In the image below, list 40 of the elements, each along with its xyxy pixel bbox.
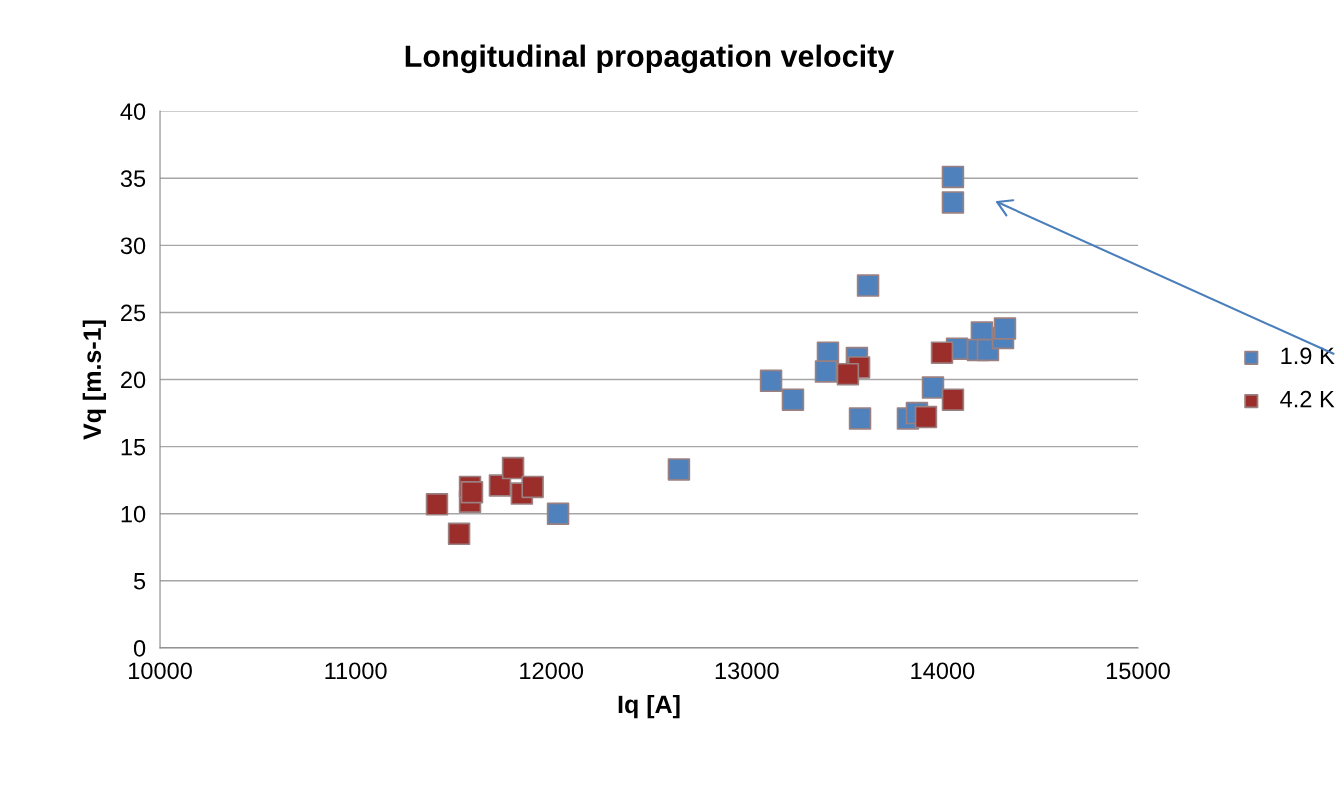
point [941, 191, 965, 214]
x-tick-label: 13000 [715, 662, 779, 680]
point [921, 376, 945, 399]
legend-label: 4.2 K [1280, 390, 1335, 408]
x-tick-label: 12000 [520, 662, 584, 680]
point [930, 341, 954, 364]
x-tick-label: 15000 [1106, 662, 1170, 680]
y-tick-label: 20 [121, 371, 146, 389]
point [425, 493, 449, 516]
point [488, 474, 512, 497]
point [856, 274, 880, 297]
y-tick-label: 10 [121, 505, 146, 523]
point [781, 388, 805, 411]
point [941, 165, 965, 189]
point [667, 458, 691, 481]
x-axis-title: Iq [A] [618, 694, 680, 719]
y-tick-label: 0 [133, 639, 146, 657]
y-axis-title: Vq [m.s-1] [82, 320, 106, 440]
y-tick-label: 25 [121, 304, 146, 322]
point [460, 480, 484, 504]
point [836, 362, 860, 386]
point [501, 456, 525, 480]
x-tick-label: 11000 [325, 662, 387, 680]
y-tick-label: 35 [120, 170, 146, 188]
y-tick-label: 5 [133, 573, 146, 590]
y-tick-label: 30 [120, 237, 146, 255]
point [521, 475, 544, 499]
y-tick-label: 40 [120, 103, 146, 120]
point [447, 522, 471, 546]
y-tick-label: 15 [121, 438, 146, 456]
x-tick-label: 14000 [911, 662, 975, 680]
point [814, 360, 838, 383]
point [848, 407, 872, 430]
point [546, 502, 570, 525]
point [941, 388, 965, 411]
point [759, 369, 783, 393]
point [914, 405, 938, 429]
x-tick-label: 10000 [129, 662, 192, 680]
point [993, 317, 1017, 340]
chart-title: Longitudinal propagation velocity [405, 44, 895, 74]
